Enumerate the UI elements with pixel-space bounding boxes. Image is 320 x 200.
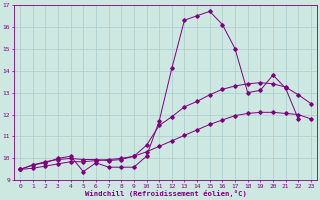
X-axis label: Windchill (Refroidissement éolien,°C): Windchill (Refroidissement éolien,°C)	[84, 190, 246, 197]
